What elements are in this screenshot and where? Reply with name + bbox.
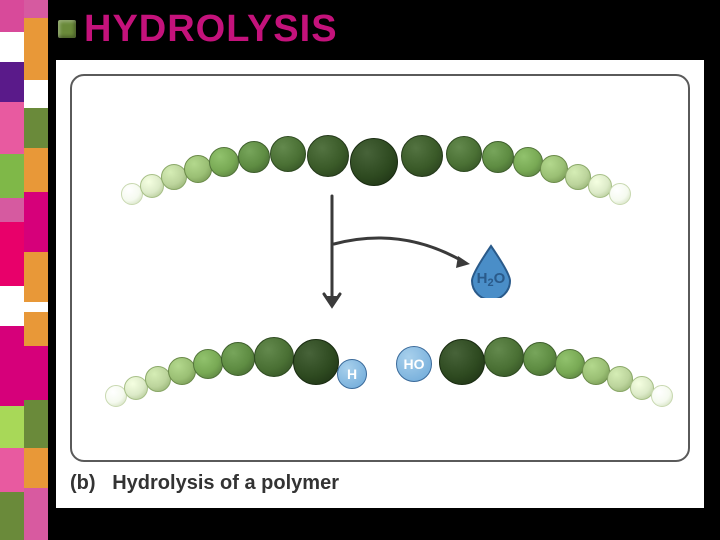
monomer-bead: [555, 349, 585, 379]
monomer-bead: [209, 147, 239, 177]
monomer-bead: [168, 357, 196, 385]
figure-caption: (b) Hydrolysis of a polymer: [70, 472, 339, 495]
monomer-bead: [270, 136, 306, 172]
decorative-sidebar: [0, 0, 48, 540]
caption-text: Hydrolysis of a polymer: [112, 472, 339, 494]
hydroxyl-label: HO: [396, 346, 432, 382]
slide-title: HYDROLYSIS: [84, 8, 338, 51]
monomer-bead: [484, 337, 524, 377]
monomer-bead: [254, 337, 294, 377]
monomer-bead: [523, 342, 557, 376]
monomer-bead: [193, 349, 223, 379]
monomer-bead: [582, 357, 610, 385]
monomer-bead: [184, 155, 212, 183]
monomer-bead: [307, 135, 349, 177]
figure-container: H2O H HO (b) Hydrolysis of a polymer: [56, 60, 704, 508]
monomer-bead: [221, 342, 255, 376]
caption-label: (b): [70, 472, 96, 494]
monomer-bead: [446, 136, 482, 172]
monomer-bead: [350, 138, 398, 186]
monomer-bead: [609, 183, 631, 205]
monomer-bead: [401, 135, 443, 177]
monomer-bead: [651, 385, 673, 407]
monomer-bead: [238, 141, 270, 173]
monomer-bead: [293, 339, 339, 385]
monomer-bead: [482, 141, 514, 173]
monomer-bead: [439, 339, 485, 385]
reaction-arrow: [72, 76, 692, 464]
monomer-bead: [513, 147, 543, 177]
sidebar-left-column: [0, 0, 24, 540]
hydrogen-label: H: [337, 359, 367, 389]
diagram-frame: H2O H HO: [70, 74, 690, 462]
monomer-bead: [540, 155, 568, 183]
title-bullet-icon: [58, 20, 76, 38]
water-molecule-icon: H2O: [470, 244, 512, 303]
sidebar-right-column: [24, 0, 48, 540]
